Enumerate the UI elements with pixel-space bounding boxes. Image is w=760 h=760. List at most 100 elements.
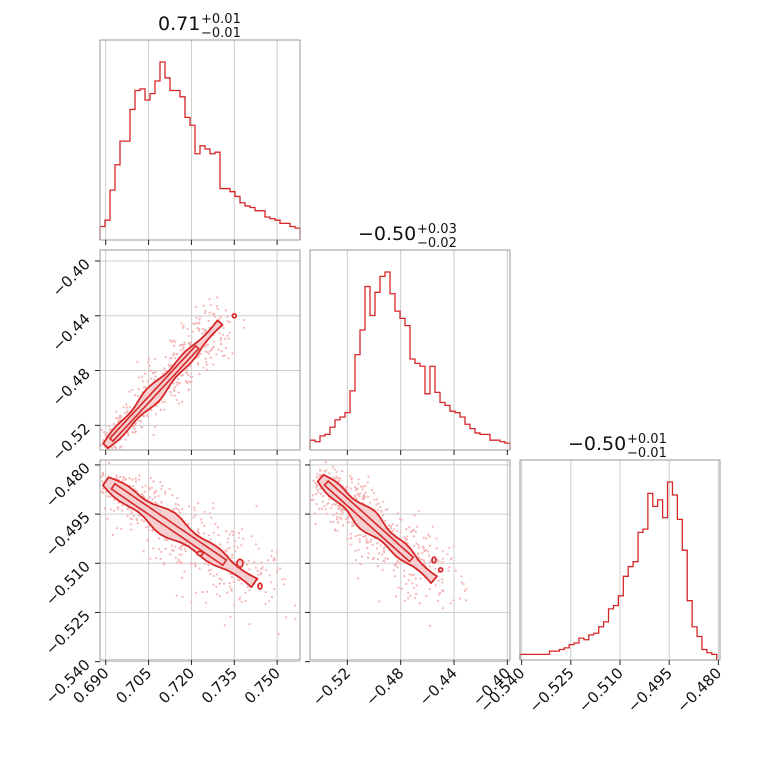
scatter-2-0-contour-outer — [102, 476, 259, 589]
scatter-1-0-frame — [99, 249, 301, 451]
scatter-2-0-frame — [99, 459, 301, 661]
scatter-2-0-point — [267, 559, 270, 562]
scatter-2-0-point — [129, 517, 132, 520]
scatter-2-1-point — [460, 581, 464, 584]
scatter-1-0-point — [128, 390, 131, 393]
scatter-2-0-point — [242, 537, 245, 540]
scatter-1-0-point — [177, 378, 180, 381]
scatter-2-1-point — [336, 477, 340, 480]
scatter-1-0-point — [181, 343, 184, 347]
scatter-1-0-point — [198, 318, 201, 321]
scatter-2-1-point — [413, 544, 416, 548]
scatter-2-0-point — [208, 512, 211, 515]
scatter-2-0-point — [158, 537, 161, 540]
scatter-2-0-point — [138, 514, 141, 517]
scatter-2-0-point — [234, 539, 237, 543]
scatter-1-0-point — [148, 364, 151, 367]
scatter-2-1-point — [323, 505, 326, 508]
scatter-2-1-point — [409, 594, 412, 597]
scatter-2-0-point — [268, 600, 271, 603]
scatter-1-0-point — [224, 337, 227, 340]
scatter-2-0-point — [230, 588, 233, 591]
scatter-2-0-point — [149, 477, 153, 480]
scatter-1-0-point — [163, 369, 167, 372]
ticks-layer: −0.40−0.44−0.48−0.52−0.480−0.495−0.510−0… — [42, 240, 725, 716]
scatter-2-1-point — [354, 535, 357, 538]
scatter-2-1-point — [332, 476, 335, 479]
scatter-2-0-point — [270, 595, 274, 599]
scatter-1-0-point — [199, 315, 202, 318]
scatter-2-1-point — [312, 498, 315, 501]
scatter-2-1-point — [336, 518, 339, 521]
scatter-2-0-point — [250, 535, 253, 538]
scatter-2-1-contour-island — [431, 556, 437, 564]
scatter-1-0-point — [196, 361, 200, 365]
scatter-2-0-point — [130, 523, 133, 526]
scatter-2-0-point — [257, 573, 260, 577]
scatter-2-0-point — [142, 520, 146, 523]
scatter-2-1-point — [452, 545, 456, 548]
scatter-2-0-point — [160, 550, 163, 554]
scatter-2-1-point — [364, 491, 367, 494]
scatter-2-0-point — [171, 494, 174, 497]
scatter-2-1-point — [415, 584, 418, 587]
scatter-2-1-point — [372, 556, 375, 560]
scatter-1-0-point — [159, 408, 162, 411]
scatter-1-0-point — [172, 382, 175, 385]
scatter-2-0-point — [264, 591, 267, 594]
scatter-2-0-point — [131, 518, 134, 521]
scatter-2-1-point — [391, 530, 394, 533]
scatter-1-0-point — [226, 320, 229, 323]
scatter-2-1-point — [420, 558, 423, 561]
scatter-2-1-point — [441, 557, 445, 560]
scatter-1-0-point — [154, 425, 157, 428]
scatter-2-1-point — [405, 582, 408, 586]
scatter-2-1-point — [454, 569, 457, 572]
scatter-2-0-point — [183, 570, 186, 573]
scatter-2-1-point — [359, 485, 362, 488]
scatter-2-1-point — [384, 557, 387, 560]
scatter-1-0-point — [218, 317, 221, 320]
title-0: 0.71 — [158, 13, 200, 35]
scatter-2-0-point — [142, 550, 145, 553]
scatter-1-0-ytick-label: −0.48 — [49, 365, 94, 410]
scatter-2-0-point — [129, 528, 133, 531]
scatter-2-0-point — [260, 568, 263, 571]
scatter-2-1-point — [340, 513, 343, 516]
scatter-2-1-point — [449, 602, 452, 605]
scatter-2-1-point — [360, 555, 364, 558]
scatter-2-1-point — [380, 509, 383, 512]
scatter-2-0-point — [143, 490, 146, 493]
scatter-2-0-point — [203, 524, 206, 527]
scatter-2-1-point — [324, 461, 327, 464]
scatter-2-0-point — [212, 502, 215, 505]
scatter-2-0-point — [116, 527, 119, 530]
scatter-1-0-point — [112, 422, 116, 426]
title-1-plus: +0.03 — [417, 222, 457, 237]
scatter-2-1-point — [377, 502, 380, 505]
scatter-2-1-point — [322, 494, 325, 498]
scatter-2-1-point — [425, 549, 428, 552]
scatter-2-1-point — [408, 573, 411, 576]
scatter-2-1-point — [422, 536, 425, 539]
scatter-2-0-point — [264, 602, 267, 605]
scatter-1-0-point — [118, 415, 121, 418]
scatter-2-0-point — [253, 561, 256, 564]
scatter-2-1-point — [367, 552, 370, 555]
scatter-2-0-point — [152, 480, 155, 483]
scatter-2-1-point — [375, 503, 378, 506]
scatter-2-1-point — [350, 477, 353, 480]
scatter-2-1-point — [337, 505, 340, 508]
scatter-2-0-point — [155, 556, 158, 560]
scatter-2-1-point — [431, 525, 434, 528]
scatter-2-1-point — [388, 524, 391, 527]
scatter-1-0-point — [120, 445, 123, 448]
scatter-2-0-point — [116, 508, 119, 511]
scatter-1-0-point — [207, 352, 210, 355]
scatter-2-1-point — [315, 483, 318, 486]
scatter-2-0-point — [109, 495, 112, 498]
scatter-2-0-point — [131, 478, 134, 481]
scatter-1-0-point — [142, 386, 146, 389]
scatter-2-0-contour-island — [257, 582, 263, 591]
scatter-2-1-point — [369, 501, 372, 504]
